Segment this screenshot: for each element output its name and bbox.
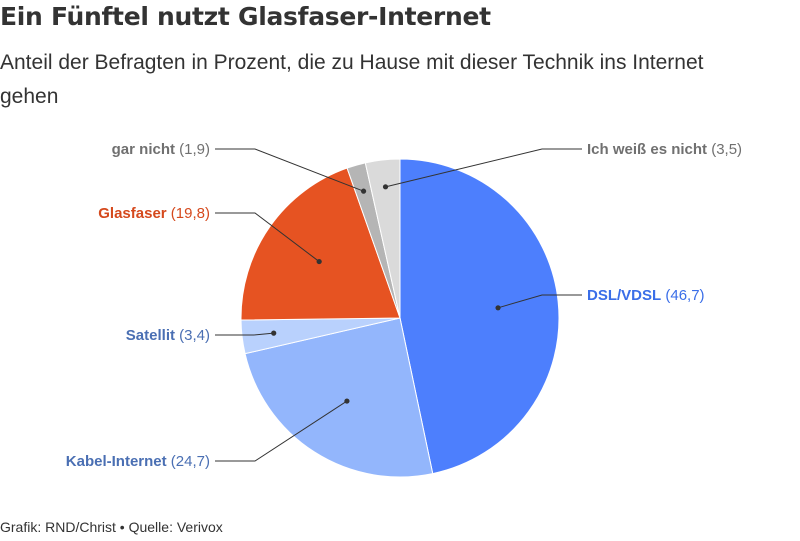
pie-slices [240, 158, 560, 478]
leader-line-kabel-internet [215, 400, 348, 462]
label-gar-nicht: gar nicht (1,9) [112, 141, 210, 158]
pie-leader-lines [215, 148, 582, 462]
leader-dot-dsl-vdsl [495, 305, 501, 311]
label-name-glasfaser: Glasfaser [98, 205, 167, 222]
leader-dot-kabel-internet [344, 398, 350, 404]
chart-title: Ein Fünftel nutzt Glasfaser-Internet [0, 2, 491, 31]
pie-labels: DSL/VDSL (46,7) Kabel-Internet (24,7) Sate… [66, 141, 742, 470]
slice-kabel-internet [244, 317, 434, 478]
label-name-kabel-internet: Kabel-Internet [66, 453, 167, 470]
label-name-satellit: Satellit [126, 327, 175, 344]
leader-line-glasfaser [215, 212, 320, 262]
label-value-kabel-internet: (24,7) [167, 453, 210, 470]
label-value-ich-weiss-es-nicht: (3,5) [707, 141, 742, 158]
leader-line-ich-weiss-es-nicht [385, 148, 582, 188]
label-ich-weiss-es-nicht: Ich weiß es nicht (3,5) [587, 141, 742, 158]
leader-dot-gar-nicht [360, 188, 367, 194]
chart-footer: Grafik: RND/Christ • Quelle: Verivox [0, 519, 223, 535]
label-value-satellit: (3,4) [175, 327, 210, 344]
label-name-ich-weiss-es-nicht: Ich weiß es nicht [587, 141, 707, 158]
label-value-gar-nicht: (1,9) [175, 141, 210, 158]
label-dsl-vdsl: DSL/VDSL (46,7) [587, 287, 705, 304]
leader-line-satellit [215, 332, 274, 336]
footer-separator: • [119, 519, 125, 535]
label-value-glasfaser: (19,8) [167, 205, 210, 222]
leader-line-dsl-vdsl [497, 294, 582, 309]
footer-grafik: Grafik: RND/Christ [0, 519, 116, 535]
leader-dot-glasfaser [316, 258, 322, 265]
label-value-dsl-vdsl: (46,7) [661, 287, 704, 304]
label-kabel-internet: Kabel-Internet (24,7) [66, 453, 210, 470]
label-glasfaser: Glasfaser (19,8) [98, 205, 210, 222]
slice-ich-weiss-es-nicht [364, 158, 401, 319]
leader-dot-satellit [271, 330, 277, 336]
label-satellit: Satellit (3,4) [126, 327, 210, 344]
label-name-gar-nicht: gar nicht [112, 141, 175, 158]
slice-dsl-vdsl [399, 158, 560, 475]
leader-dot-ich-weiss-es-nicht [382, 184, 389, 190]
chart-subtitle: Anteil der Befragten in Prozent, die zu … [0, 51, 704, 108]
footer-quelle: Quelle: Verivox [128, 519, 223, 535]
label-name-dsl-vdsl: DSL/VDSL [587, 287, 661, 304]
leader-line-gar-nicht [215, 148, 364, 192]
